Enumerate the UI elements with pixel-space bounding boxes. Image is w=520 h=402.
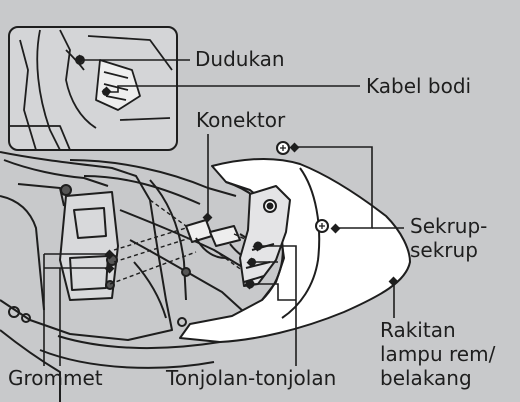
label-rakitan-line2: lampu rem/ (380, 342, 496, 366)
label-grommet: Grommet (8, 366, 103, 390)
label-sekrup-line1: Sekrup- (410, 214, 488, 238)
label-tonjolan: Tonjolan-tonjolan (166, 366, 337, 390)
inset-detail (8, 26, 178, 151)
leader-lines (43, 59, 404, 366)
label-konektor: Konektor (196, 108, 286, 132)
label-kabel-bodi: Kabel bodi (366, 74, 472, 98)
label-rakitan-line1: Rakitan (380, 318, 456, 342)
rear-frame (0, 151, 265, 402)
label-rakitan-line3: belakang (380, 366, 472, 390)
label-dudukan: Dudukan (195, 47, 285, 71)
label-sekrup-line2: sekrup (410, 238, 478, 262)
